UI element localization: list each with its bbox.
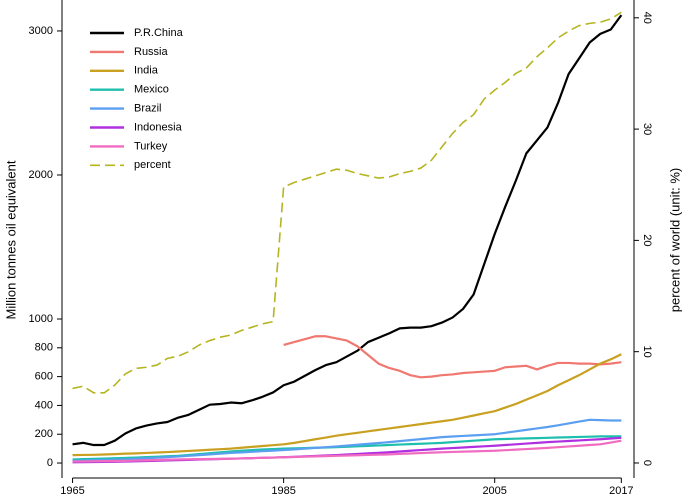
y2-tick-label: 20 bbox=[641, 234, 653, 246]
y2-tick-label: 40 bbox=[641, 12, 653, 24]
y2-tick-label: 10 bbox=[641, 346, 653, 358]
series-line bbox=[72, 14, 623, 447]
legend-label: Turkey bbox=[134, 140, 168, 152]
y-axis-label: Million tonnes oil equivalent bbox=[3, 160, 18, 319]
legend-label: India bbox=[134, 65, 159, 77]
y-tick-label: 800 bbox=[35, 342, 53, 354]
y2-axis-label: percent of world (unit: %) bbox=[667, 168, 682, 313]
series-line bbox=[72, 11, 622, 394]
y-tick-label: 600 bbox=[35, 371, 53, 383]
y-tick-label: 400 bbox=[35, 399, 53, 411]
x-tick-label: 1965 bbox=[60, 485, 84, 497]
legend-label: Indonesia bbox=[134, 121, 183, 133]
series-line bbox=[72, 418, 622, 462]
y-tick-label: 0 bbox=[47, 457, 53, 469]
x-tick-label: 2017 bbox=[609, 485, 633, 497]
x-tick-label: 1985 bbox=[271, 485, 295, 497]
legend-label: Mexico bbox=[134, 84, 169, 96]
y-tick-label: 3000 bbox=[29, 25, 53, 37]
y2-tick-label: 0 bbox=[641, 460, 653, 466]
series-line bbox=[283, 335, 622, 379]
y-tick-label: 2000 bbox=[29, 169, 53, 181]
legend-label: P.R.China bbox=[134, 27, 184, 39]
legend-label: Russia bbox=[134, 46, 169, 58]
y2-tick-label: 30 bbox=[641, 123, 653, 135]
legend-label: Brazil bbox=[134, 103, 162, 115]
y-tick-label: 1000 bbox=[29, 313, 53, 325]
legend-label: percent bbox=[134, 159, 171, 171]
series-line bbox=[72, 439, 622, 463]
x-tick-label: 2005 bbox=[482, 485, 506, 497]
y-tick-label: 200 bbox=[35, 428, 53, 440]
series-line bbox=[72, 353, 622, 457]
